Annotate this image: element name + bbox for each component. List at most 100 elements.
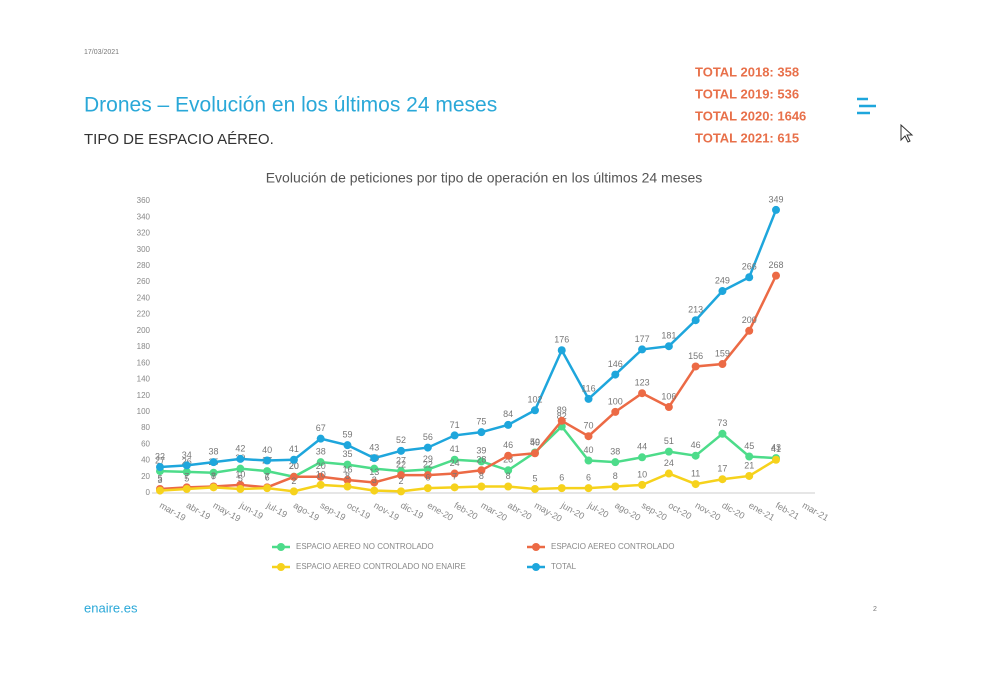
- data-label: 13: [369, 467, 379, 477]
- data-point: [370, 486, 379, 495]
- data-label: 2: [291, 476, 296, 486]
- data-label: 20: [316, 461, 326, 471]
- data-label: 7: [452, 472, 457, 482]
- y-tick-label: 80: [141, 423, 150, 432]
- cursor: [900, 123, 914, 143]
- series-line: [159, 424, 777, 479]
- total: TOTAL 2018: 358: [695, 64, 799, 79]
- data-label: 38: [316, 447, 326, 457]
- data-point: [718, 360, 727, 369]
- legend-label: TOTAL: [551, 562, 577, 571]
- data-label: 67: [316, 423, 326, 433]
- data-label: 38: [209, 447, 219, 457]
- data-label: 50: [530, 437, 540, 447]
- footer-site: enaire.es: [84, 600, 138, 615]
- data-point: [691, 362, 700, 371]
- data-label: 73: [717, 418, 727, 428]
- page-number: 2: [873, 606, 877, 613]
- y-tick-label: 60: [141, 439, 150, 448]
- data-label: 82: [557, 411, 567, 421]
- data-point: [423, 471, 432, 480]
- data-point: [638, 480, 647, 489]
- data-point: [316, 480, 325, 489]
- data-point: [504, 451, 513, 460]
- data-point: [182, 467, 191, 476]
- data-point: [611, 482, 620, 491]
- data-point: [236, 454, 245, 463]
- data-point: [638, 389, 647, 398]
- data-label: 8: [211, 471, 216, 481]
- data-label: 123: [635, 378, 650, 388]
- data-point: [584, 456, 593, 465]
- data-label: 42: [235, 443, 245, 453]
- data-label: 6: [265, 473, 270, 483]
- data-point: [423, 443, 432, 452]
- data-point: [611, 370, 620, 379]
- y-tick-label: 320: [137, 229, 151, 238]
- data-point: [745, 326, 754, 335]
- date: 17/03/2021: [84, 49, 119, 56]
- data-label: 176: [554, 335, 569, 345]
- series-line: [159, 209, 778, 469]
- data-point: [450, 431, 459, 440]
- data-label: 20: [289, 461, 299, 471]
- legend-label: ESPACIO AEREO CONTROLADO NO ENAIRE: [296, 562, 466, 571]
- data-label: 45: [744, 441, 754, 451]
- data-point: [772, 271, 780, 280]
- data-label: 46: [691, 440, 701, 450]
- legend-swatch: [277, 543, 285, 551]
- data-label: 5: [532, 473, 537, 483]
- legend-label: ESPACIO AEREO CONTROLADO: [551, 542, 674, 551]
- data-label: 16: [342, 464, 352, 474]
- data-point: [343, 460, 352, 469]
- data-label: 159: [715, 348, 730, 358]
- data-label: 28: [476, 455, 486, 465]
- data-point: [504, 482, 513, 491]
- legend-swatch: [532, 543, 540, 551]
- y-tick-label: 0: [146, 488, 151, 497]
- y-tick-label: 260: [137, 277, 151, 286]
- data-point: [477, 482, 486, 491]
- data-label: 8: [506, 471, 511, 481]
- data-point: [289, 455, 298, 464]
- data-point: [450, 483, 459, 492]
- y-tick-label: 40: [141, 456, 150, 465]
- data-label: 181: [661, 331, 676, 341]
- data-point: [772, 455, 780, 464]
- data-point: [530, 449, 539, 458]
- data-point: [664, 403, 673, 412]
- data-label: 24: [450, 458, 460, 468]
- data-point: [423, 465, 432, 474]
- data-label: 89: [557, 405, 567, 415]
- data-label: 27: [396, 455, 406, 465]
- data-point: [450, 455, 459, 464]
- data-label: 10: [637, 469, 647, 479]
- data-point: [530, 484, 539, 493]
- data-label: 34: [182, 450, 192, 460]
- data-point: [370, 454, 379, 463]
- data-point: [718, 287, 727, 296]
- data-label: 6: [559, 473, 564, 483]
- data-label: 249: [715, 275, 730, 285]
- data-label: 5: [184, 473, 189, 483]
- data-label: 41: [771, 444, 781, 454]
- data-point: [156, 463, 164, 472]
- data-label: 102: [527, 395, 542, 405]
- slide-title: Drones – Evolución en los últimos 24 mes…: [84, 94, 497, 117]
- y-tick-label: 100: [137, 407, 151, 416]
- data-point: [530, 406, 539, 415]
- data-label: 20: [289, 461, 299, 471]
- y-tick-label: 120: [137, 391, 151, 400]
- data-label: 43: [771, 442, 781, 452]
- data-label: 75: [476, 417, 486, 427]
- data-point: [504, 420, 513, 429]
- menu-icon[interactable]: [857, 97, 876, 115]
- data-label: 177: [635, 334, 650, 344]
- data-point: [664, 342, 673, 351]
- data-label: 41: [289, 444, 299, 454]
- data-point: [664, 469, 673, 478]
- data-label: 40: [262, 445, 272, 455]
- data-label: 100: [608, 396, 623, 406]
- data-label: 6: [425, 473, 430, 483]
